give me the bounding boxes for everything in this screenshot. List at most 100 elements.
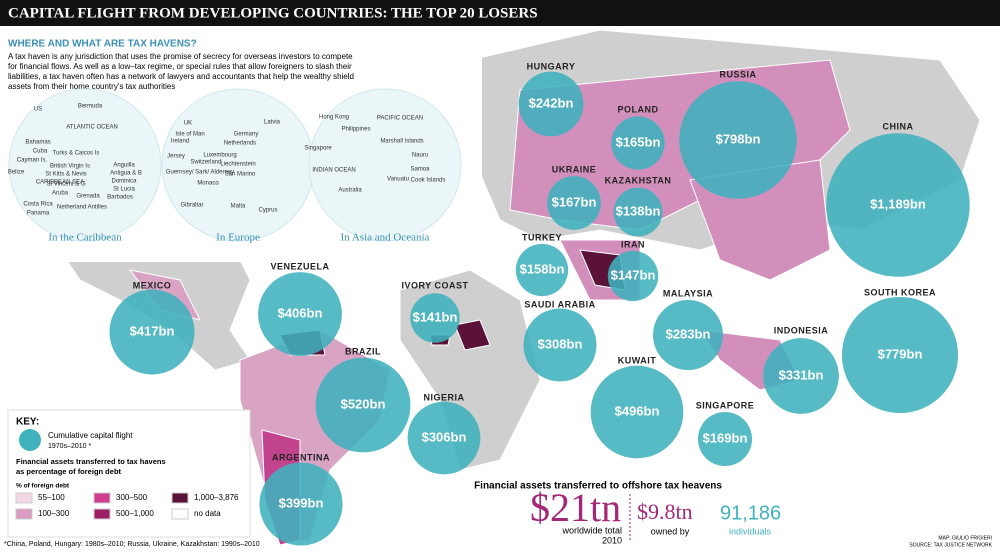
country-name: UKRAINE: [552, 164, 597, 174]
bubble-value: $169bn: [703, 430, 748, 445]
inset-label: Ireland: [171, 139, 189, 145]
inset-label: Switzerland: [190, 160, 221, 166]
inset-label: Monaco: [197, 181, 219, 187]
capital-flight-bubble: [826, 133, 970, 277]
inset-label: US: [34, 107, 42, 113]
inset-label: Singapore: [304, 146, 332, 152]
inset-label: Belize: [8, 170, 25, 176]
inset-label: Bermuda: [78, 104, 103, 110]
key-unit: % of foreign debt: [16, 483, 70, 490]
inset-label: Malta: [231, 204, 246, 210]
inset-label: Luxembourg: [203, 153, 236, 159]
inset-label: CARIBBEAN SEA: [36, 180, 84, 186]
paragraph-line: assets from their home country's tax aut…: [8, 82, 175, 91]
key-class-label: 100–300: [38, 509, 70, 518]
inset-label: Germany: [234, 132, 259, 138]
capital-flight-bubble: [547, 176, 601, 230]
capital-flight-bubble: [315, 357, 411, 453]
credit: MAP: GIULIO FRIGIERI: [938, 535, 992, 541]
country-name: ARGENTINA: [272, 452, 330, 462]
bubble-value: $167bn: [552, 194, 597, 209]
country-name: CHINA: [883, 121, 914, 131]
inset-label: Gibraltar: [180, 203, 203, 209]
inset-label: San Marino: [225, 172, 256, 178]
bubble-value: $158bn: [520, 261, 565, 276]
capital-flight-bubble: [515, 243, 569, 297]
title-bar: [0, 0, 1000, 26]
capital-flight-bubble: [679, 81, 797, 199]
key-swatch: [15, 508, 33, 520]
inset-label: Guernsey/ Sark/ Alderney: [166, 170, 234, 176]
inset-label: Costa Rica: [23, 202, 53, 208]
capital-flight-bubble: [410, 293, 460, 343]
key-swatch: [93, 492, 111, 504]
country-name: NIGERIA: [423, 392, 464, 402]
summary-individuals: 91,186: [720, 502, 781, 524]
inset-caption: In the Caribbean: [48, 232, 122, 244]
bubble-value: $779bn: [878, 346, 923, 361]
inset-label: Antigua & B: [110, 171, 142, 177]
capital-flight-bubble: [841, 296, 959, 414]
inset-label: Grenada: [76, 194, 100, 200]
bubble-value: $147bn: [611, 267, 656, 282]
capital-flight-bubble: [611, 116, 665, 170]
inset-label: Aruba: [52, 191, 69, 197]
paragraph-line: liabilities, a tax haven often has a net…: [8, 72, 354, 81]
key-class-label: 300–500: [116, 493, 148, 502]
inset-label: Nauru: [412, 153, 428, 159]
key-shading: Financial assets transferred to tax have…: [16, 457, 166, 466]
key-bubble: [19, 429, 41, 451]
inset-label: Vanuatu: [387, 177, 409, 183]
capital-flight-bubble: [653, 300, 723, 370]
key-box: [7, 409, 251, 538]
summary-owned-note: owned by: [651, 526, 690, 536]
paragraph-line: for financial flows. As well as a low–ta…: [8, 62, 352, 71]
bubble-value: $141bn: [413, 309, 458, 324]
inset-label: Anguilla: [113, 163, 135, 169]
inset-label: St Vincent & G: [46, 182, 86, 188]
summary-title: Financial assets transferred to offshore…: [474, 481, 722, 492]
inset-label: Panama: [27, 211, 50, 217]
country-name: HUNGARY: [527, 61, 576, 71]
bubble-value: $406bn: [278, 305, 323, 320]
country-name: IRAN: [621, 239, 645, 249]
capital-flight-bubble: [407, 401, 481, 475]
capital-flight-bubble: [518, 71, 584, 137]
inset-label: Barbados: [107, 195, 133, 201]
key-swatch: [15, 492, 33, 504]
key-class-label: no data: [194, 509, 221, 518]
country-name: IVORY COAST: [401, 280, 468, 290]
country-name: KUWAIT: [618, 355, 657, 365]
paragraph-line: A tax haven is any jurisdiction that use…: [8, 52, 353, 61]
key-shading: as percentage of foreign debt: [16, 467, 122, 476]
key-swatch: [171, 508, 189, 520]
key-bubble-period: 1970s–2010 *: [48, 443, 91, 450]
inset-label: Netherlands: [224, 141, 256, 147]
bubble-value: $417bn: [130, 323, 175, 338]
inset-label: Jersey: [167, 154, 185, 160]
inset-label: Cayman Is.: [17, 158, 48, 164]
key-class-label: 500–1,000: [116, 509, 154, 518]
capital-flight-bubble: [109, 289, 195, 375]
inset-label: St Lucia: [113, 187, 135, 193]
inset-label: Netherland Antilles: [57, 205, 107, 211]
bubble-value: $306bn: [422, 429, 467, 444]
summary-total-note: 2010: [602, 535, 622, 545]
inset-label: PACIFIC OCEAN: [377, 116, 423, 122]
inset-label: Bahamas: [25, 140, 50, 146]
country-name: SOUTH KOREA: [864, 287, 936, 297]
inset-label: Dominica: [111, 179, 137, 185]
inset-label: ATLANTIC OCEAN: [66, 125, 118, 131]
inset-label: UK: [184, 121, 192, 127]
tax-haven-heading: WHERE AND WHAT ARE TAX HAVENS?: [8, 39, 197, 50]
inset-label: St Kitts & Nevis: [45, 172, 86, 178]
inset-label: Samoa: [410, 167, 430, 173]
country-name: MALAYSIA: [663, 288, 713, 298]
bubble-value: $308bn: [538, 336, 583, 351]
bubble-value: $165bn: [616, 134, 661, 149]
country-name: BRAZIL: [345, 346, 381, 356]
inset-label: Cook Islands: [411, 178, 446, 184]
inset-label: Latvia: [264, 120, 281, 126]
inset-map: [308, 88, 462, 242]
country-name: RUSSIA: [719, 69, 756, 79]
